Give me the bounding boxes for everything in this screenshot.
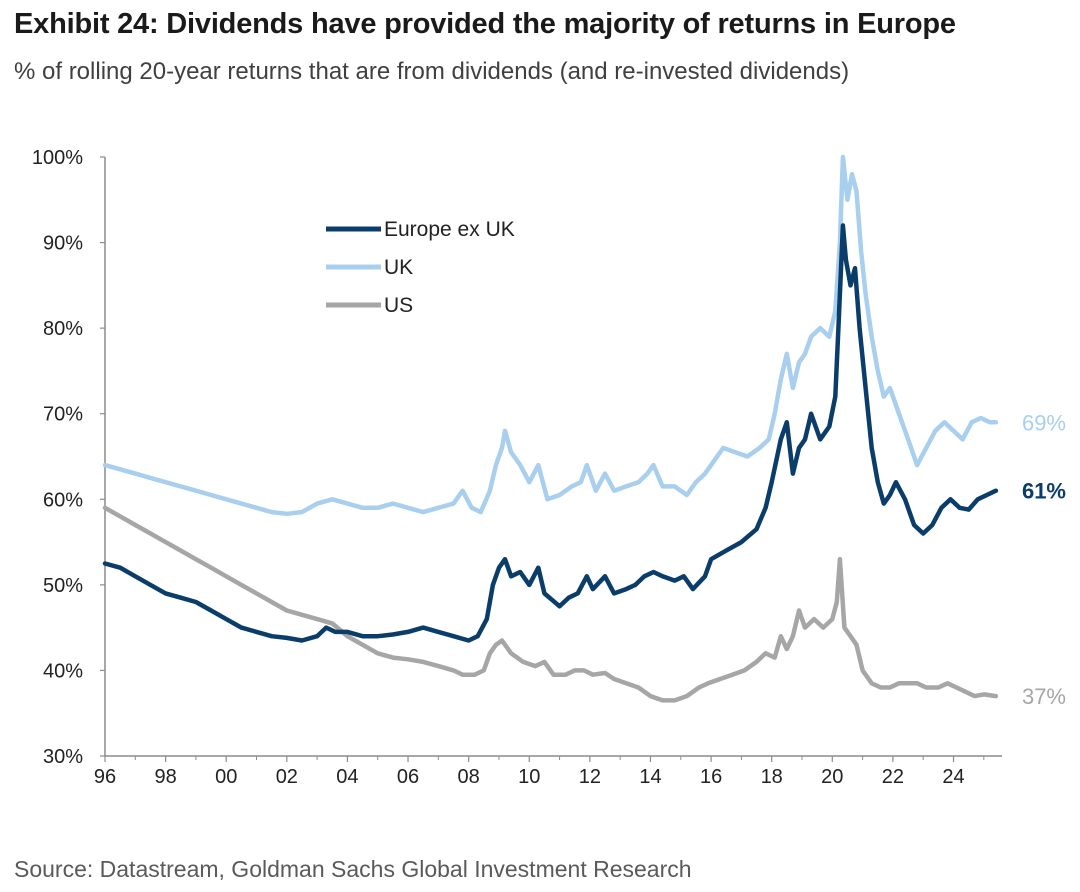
chart-legend: Europe ex UK UK US [326,218,515,317]
y-tick-label: 30% [43,746,83,768]
legend-label: Europe ex UK [384,218,515,241]
series-line-europe-ex-uk [102,223,999,643]
x-tick-label: 10 [518,766,540,788]
y-tick-label: 90% [43,233,83,255]
x-tick-label: 24 [942,766,964,788]
series-line-us [102,505,999,703]
x-tick-label: 06 [397,766,419,788]
x-tick-label: 18 [761,766,783,788]
x-tick-label: 04 [336,766,358,788]
x-tick-label: 20 [821,766,843,788]
y-tick-label: 70% [43,404,83,426]
y-tick-label: 50% [43,575,83,597]
legend-label: US [384,294,413,317]
chart-axes: 30% 40% 50% 60% 70% 80% 90% 100% 96 98 00 02 04 06 08 1… [32,147,1002,788]
chart-subtitle: % of rolling 20-year returns that are fr… [14,58,850,85]
series-line-uk [102,154,999,517]
x-tick-label: 96 [94,766,116,788]
y-tick-label: 100% [32,147,83,169]
legend-label: UK [384,256,413,279]
x-tick-label: 12 [579,766,601,788]
y-tick-label: 80% [43,318,83,340]
x-tick-label: 22 [882,766,904,788]
x-tick-label: 00 [215,766,237,788]
chart-series [102,154,999,703]
y-tick-label: 60% [43,489,83,511]
x-tick-label: 08 [458,766,480,788]
x-tick-label: 02 [276,766,298,788]
end-label: 61% [1022,479,1066,504]
chart-end-labels: 61% 69% 37% [1022,410,1066,709]
x-tick-label: 98 [154,766,176,788]
chart-source: Source: Datastream, Goldman Sachs Global… [14,856,692,882]
chart-title: Exhibit 24: Dividends have provided the … [14,8,956,40]
end-label: 69% [1022,410,1066,435]
end-label: 37% [1022,684,1066,709]
x-tick-label: 16 [700,766,722,788]
x-tick-label: 14 [639,766,661,788]
y-tick-label: 40% [43,660,83,682]
